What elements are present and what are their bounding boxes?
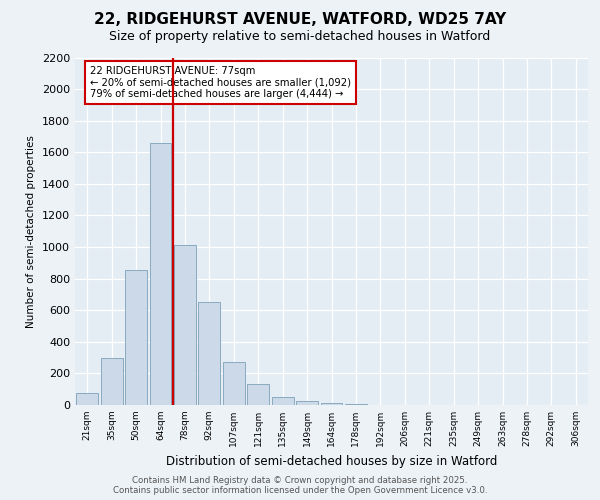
Bar [101, 358, 122, 405]
Bar [125, 270, 147, 405]
X-axis label: Distribution of semi-detached houses by size in Watford: Distribution of semi-detached houses by … [166, 454, 497, 468]
Text: 22 RIDGEHURST AVENUE: 77sqm
← 20% of semi-detached houses are smaller (1,092)
79: 22 RIDGEHURST AVENUE: 77sqm ← 20% of sem… [91, 66, 352, 100]
Bar [149, 143, 172, 405]
Bar [174, 246, 196, 405]
Bar [76, 393, 98, 405]
Y-axis label: Number of semi-detached properties: Number of semi-detached properties [26, 135, 37, 328]
Bar [247, 384, 269, 405]
Bar [320, 404, 343, 405]
Bar [199, 302, 220, 405]
Bar [296, 401, 318, 405]
Bar [345, 404, 367, 405]
Bar [223, 362, 245, 405]
Bar [272, 397, 293, 405]
Text: Size of property relative to semi-detached houses in Watford: Size of property relative to semi-detach… [109, 30, 491, 43]
Text: Contains HM Land Registry data © Crown copyright and database right 2025.
Contai: Contains HM Land Registry data © Crown c… [113, 476, 487, 495]
Text: 22, RIDGEHURST AVENUE, WATFORD, WD25 7AY: 22, RIDGEHURST AVENUE, WATFORD, WD25 7AY [94, 12, 506, 28]
